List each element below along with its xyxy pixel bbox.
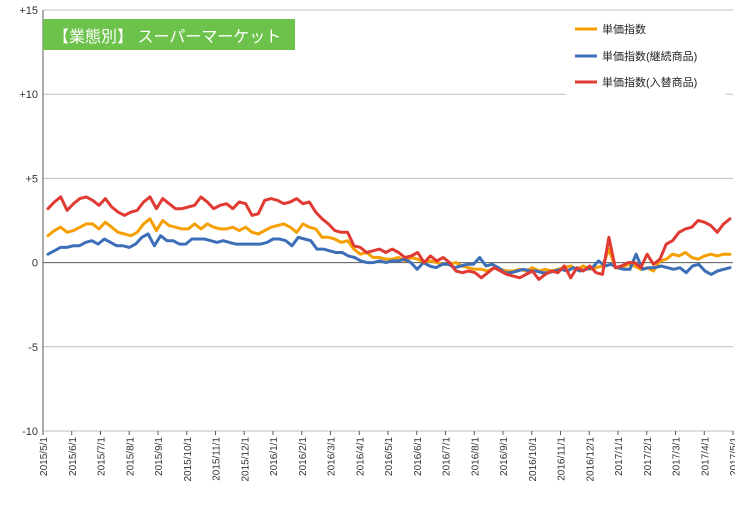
x-tick-label: 2015/9/1 — [154, 437, 165, 476]
x-tick-label: 2015/10/1 — [183, 437, 194, 482]
legend-label: 単価指数(継続商品) — [602, 49, 697, 63]
y-tick-label: +5 — [25, 173, 38, 185]
x-tick-label: 2015/6/1 — [68, 437, 79, 476]
x-tick-label: 2016/12/1 — [585, 437, 596, 482]
y-tick-labels: +15 +10 +5 0 -5 -10 — [19, 5, 38, 438]
x-tick-label: 2016/8/1 — [470, 437, 481, 476]
x-tick-label: 2016/2/1 — [298, 437, 309, 476]
x-tick-label: 2016/1/1 — [269, 437, 280, 476]
x-tick-label: 2017/2/1 — [643, 437, 654, 476]
x-tick-labels: 2015/5/1 2015/6/1 2015/7/1 2015/8/1 2015/9/1… — [39, 437, 735, 482]
x-tick-label: 2015/7/1 — [97, 437, 108, 476]
x-tick-label: 2016/11/1 — [557, 437, 568, 481]
legend-label: 単価指数(入替商品) — [602, 75, 697, 89]
y-tick-label: -5 — [28, 342, 38, 354]
x-tick-label: 2017/5/1 — [729, 437, 735, 476]
x-tick-label: 2015/12/1 — [240, 437, 251, 482]
x-tick-label: 2016/7/1 — [442, 437, 453, 476]
x-tick-label: 2015/11/1 — [212, 437, 223, 481]
series-line-3 — [46, 195, 732, 281]
series-lines — [46, 195, 732, 281]
chart-title-text: 【業態別】 スーパーマーケット — [53, 28, 282, 46]
y-tick-label: 0 — [32, 258, 38, 270]
x-tick-label: 2015/8/1 — [125, 437, 136, 476]
axes — [42, 10, 734, 435]
x-tick-label: 2016/10/1 — [528, 437, 539, 482]
y-tick-label: -10 — [22, 426, 38, 438]
series-line-2 — [46, 232, 732, 276]
y-tick-label: +10 — [19, 89, 38, 101]
x-tick-label: 2016/6/1 — [413, 437, 424, 476]
legend-label: 単価指数 — [602, 22, 646, 36]
x-tick-label: 2016/9/1 — [499, 437, 510, 476]
x-tick-label: 2017/1/1 — [614, 437, 625, 476]
x-tick-label: 2017/3/1 — [672, 437, 683, 476]
chart-title: 【業態別】 スーパーマーケット — [43, 19, 295, 50]
y-tick-label: +15 — [19, 5, 38, 17]
x-tick-label: 2016/4/1 — [355, 437, 366, 476]
x-tick-label: 2016/5/1 — [384, 437, 395, 476]
x-tick-label: 2017/4/1 — [700, 437, 711, 476]
x-tick-label: 2015/5/1 — [39, 437, 50, 476]
x-tick-label: 2016/3/1 — [327, 437, 338, 476]
